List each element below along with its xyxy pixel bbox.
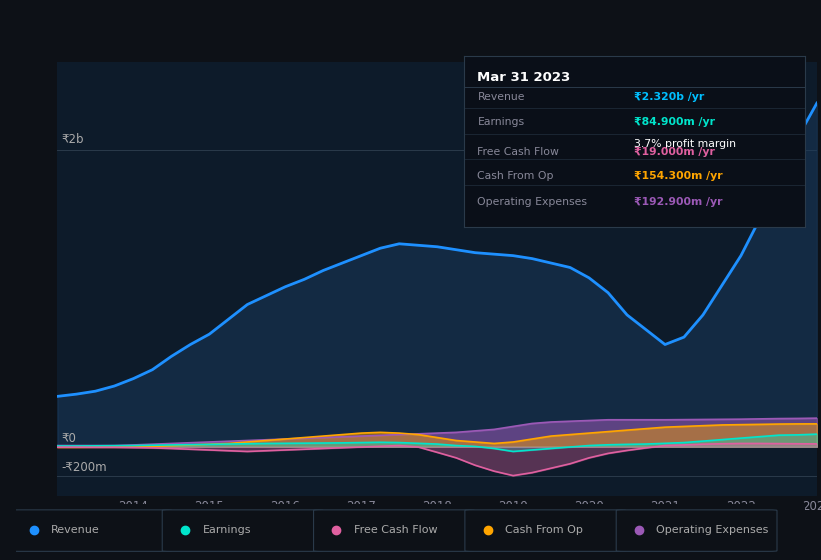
Text: Revenue: Revenue bbox=[51, 525, 100, 535]
Text: ₹84.900m /yr: ₹84.900m /yr bbox=[635, 116, 715, 127]
Text: ₹19.000m /yr: ₹19.000m /yr bbox=[635, 147, 715, 157]
Text: ₹2.320b /yr: ₹2.320b /yr bbox=[635, 92, 704, 102]
Text: Operating Expenses: Operating Expenses bbox=[657, 525, 768, 535]
FancyBboxPatch shape bbox=[163, 510, 323, 552]
Text: Revenue: Revenue bbox=[478, 92, 525, 102]
Text: Cash From Op: Cash From Op bbox=[478, 171, 554, 181]
Text: ₹154.300m /yr: ₹154.300m /yr bbox=[635, 171, 722, 181]
Text: ₹0: ₹0 bbox=[62, 432, 76, 445]
Text: Free Cash Flow: Free Cash Flow bbox=[478, 147, 559, 157]
Text: Operating Expenses: Operating Expenses bbox=[478, 197, 588, 207]
Text: 3.7% profit margin: 3.7% profit margin bbox=[635, 139, 736, 149]
Text: Earnings: Earnings bbox=[203, 525, 251, 535]
Text: Free Cash Flow: Free Cash Flow bbox=[354, 525, 438, 535]
Text: ₹2b: ₹2b bbox=[62, 133, 84, 146]
Text: -₹200m: -₹200m bbox=[62, 461, 107, 474]
FancyBboxPatch shape bbox=[314, 510, 475, 552]
Text: Earnings: Earnings bbox=[478, 116, 525, 127]
FancyBboxPatch shape bbox=[465, 510, 626, 552]
FancyBboxPatch shape bbox=[11, 510, 172, 552]
Text: Mar 31 2023: Mar 31 2023 bbox=[478, 71, 571, 85]
Text: ₹192.900m /yr: ₹192.900m /yr bbox=[635, 197, 722, 207]
FancyBboxPatch shape bbox=[617, 510, 777, 552]
Text: Cash From Op: Cash From Op bbox=[505, 525, 583, 535]
